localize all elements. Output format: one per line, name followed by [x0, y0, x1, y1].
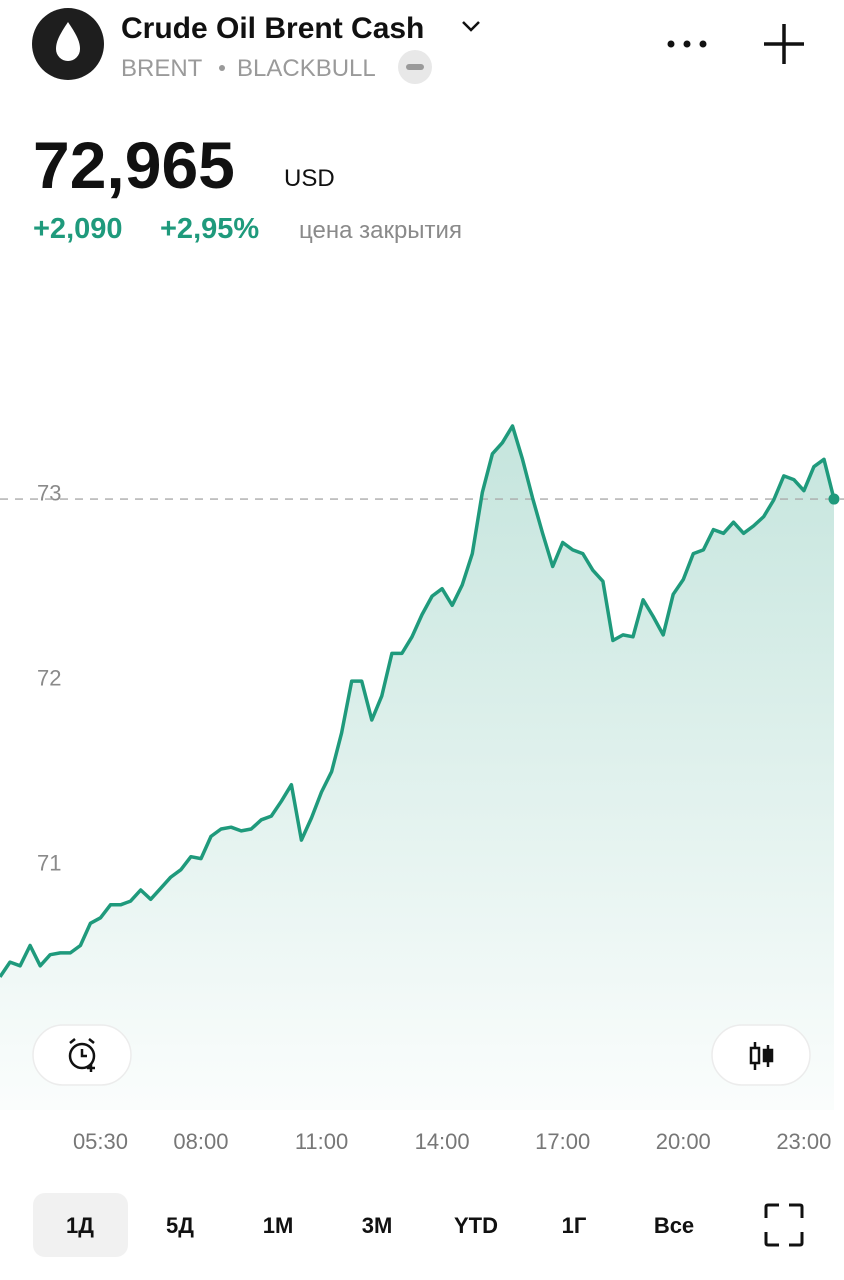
range-button[interactable]: 1М — [263, 1213, 294, 1238]
dropdown-chevron[interactable] — [462, 21, 480, 32]
last-point — [828, 493, 840, 505]
x-tick-label: 14:00 — [415, 1129, 470, 1154]
add-button[interactable] — [764, 24, 804, 64]
x-tick-label: 08:00 — [173, 1129, 228, 1154]
range-bar: 1Д 5Д 1М 3М YTD 1Г Все — [33, 1193, 694, 1257]
range-selected — [33, 1193, 128, 1257]
fullscreen-button[interactable] — [764, 1203, 804, 1247]
y-tick-label: 71 — [37, 850, 61, 875]
area — [0, 426, 834, 1110]
chart-type-button[interactable] — [711, 1024, 811, 1086]
chart: 71 72 73 05:30 08:00 11:00 14:00 17:00 20:00 23:0… — [0, 424, 844, 1154]
x-tick-label: 05:30 — [73, 1129, 128, 1154]
x-tick-label: 17:00 — [535, 1129, 590, 1154]
range-button[interactable]: 1Г — [562, 1213, 587, 1238]
status-pill — [398, 50, 432, 84]
change: +2,090 — [33, 213, 123, 245]
currency: USD — [284, 165, 335, 192]
x-tick-label: 11:00 — [295, 1129, 348, 1154]
x-tick-label: 20:00 — [656, 1129, 711, 1154]
symbol-code: BRENT — [121, 55, 203, 82]
y-tick-label: 73 — [37, 481, 61, 506]
symbol-title[interactable]: Crude Oil Brent Cash — [121, 12, 424, 45]
price-note: цена закрытия — [299, 217, 462, 244]
range-button[interactable]: YTD — [454, 1213, 498, 1238]
x-tick-label: 23:00 — [776, 1129, 831, 1154]
alert-button[interactable] — [32, 1024, 132, 1086]
separator — [219, 65, 225, 71]
range-button[interactable]: 5Д — [166, 1213, 194, 1238]
more-button[interactable] — [667, 40, 707, 48]
symbol-logo — [32, 8, 104, 80]
range-button[interactable]: 3М — [362, 1213, 393, 1238]
y-tick-label: 72 — [37, 665, 61, 690]
price: 72,965 — [33, 128, 235, 202]
line — [0, 424, 836, 978]
range-button[interactable]: Все — [654, 1213, 694, 1238]
change-percent: +2,95% — [160, 213, 259, 245]
range-button[interactable]: 1Д — [66, 1213, 94, 1238]
exchange: BLACKBULL — [237, 55, 376, 82]
